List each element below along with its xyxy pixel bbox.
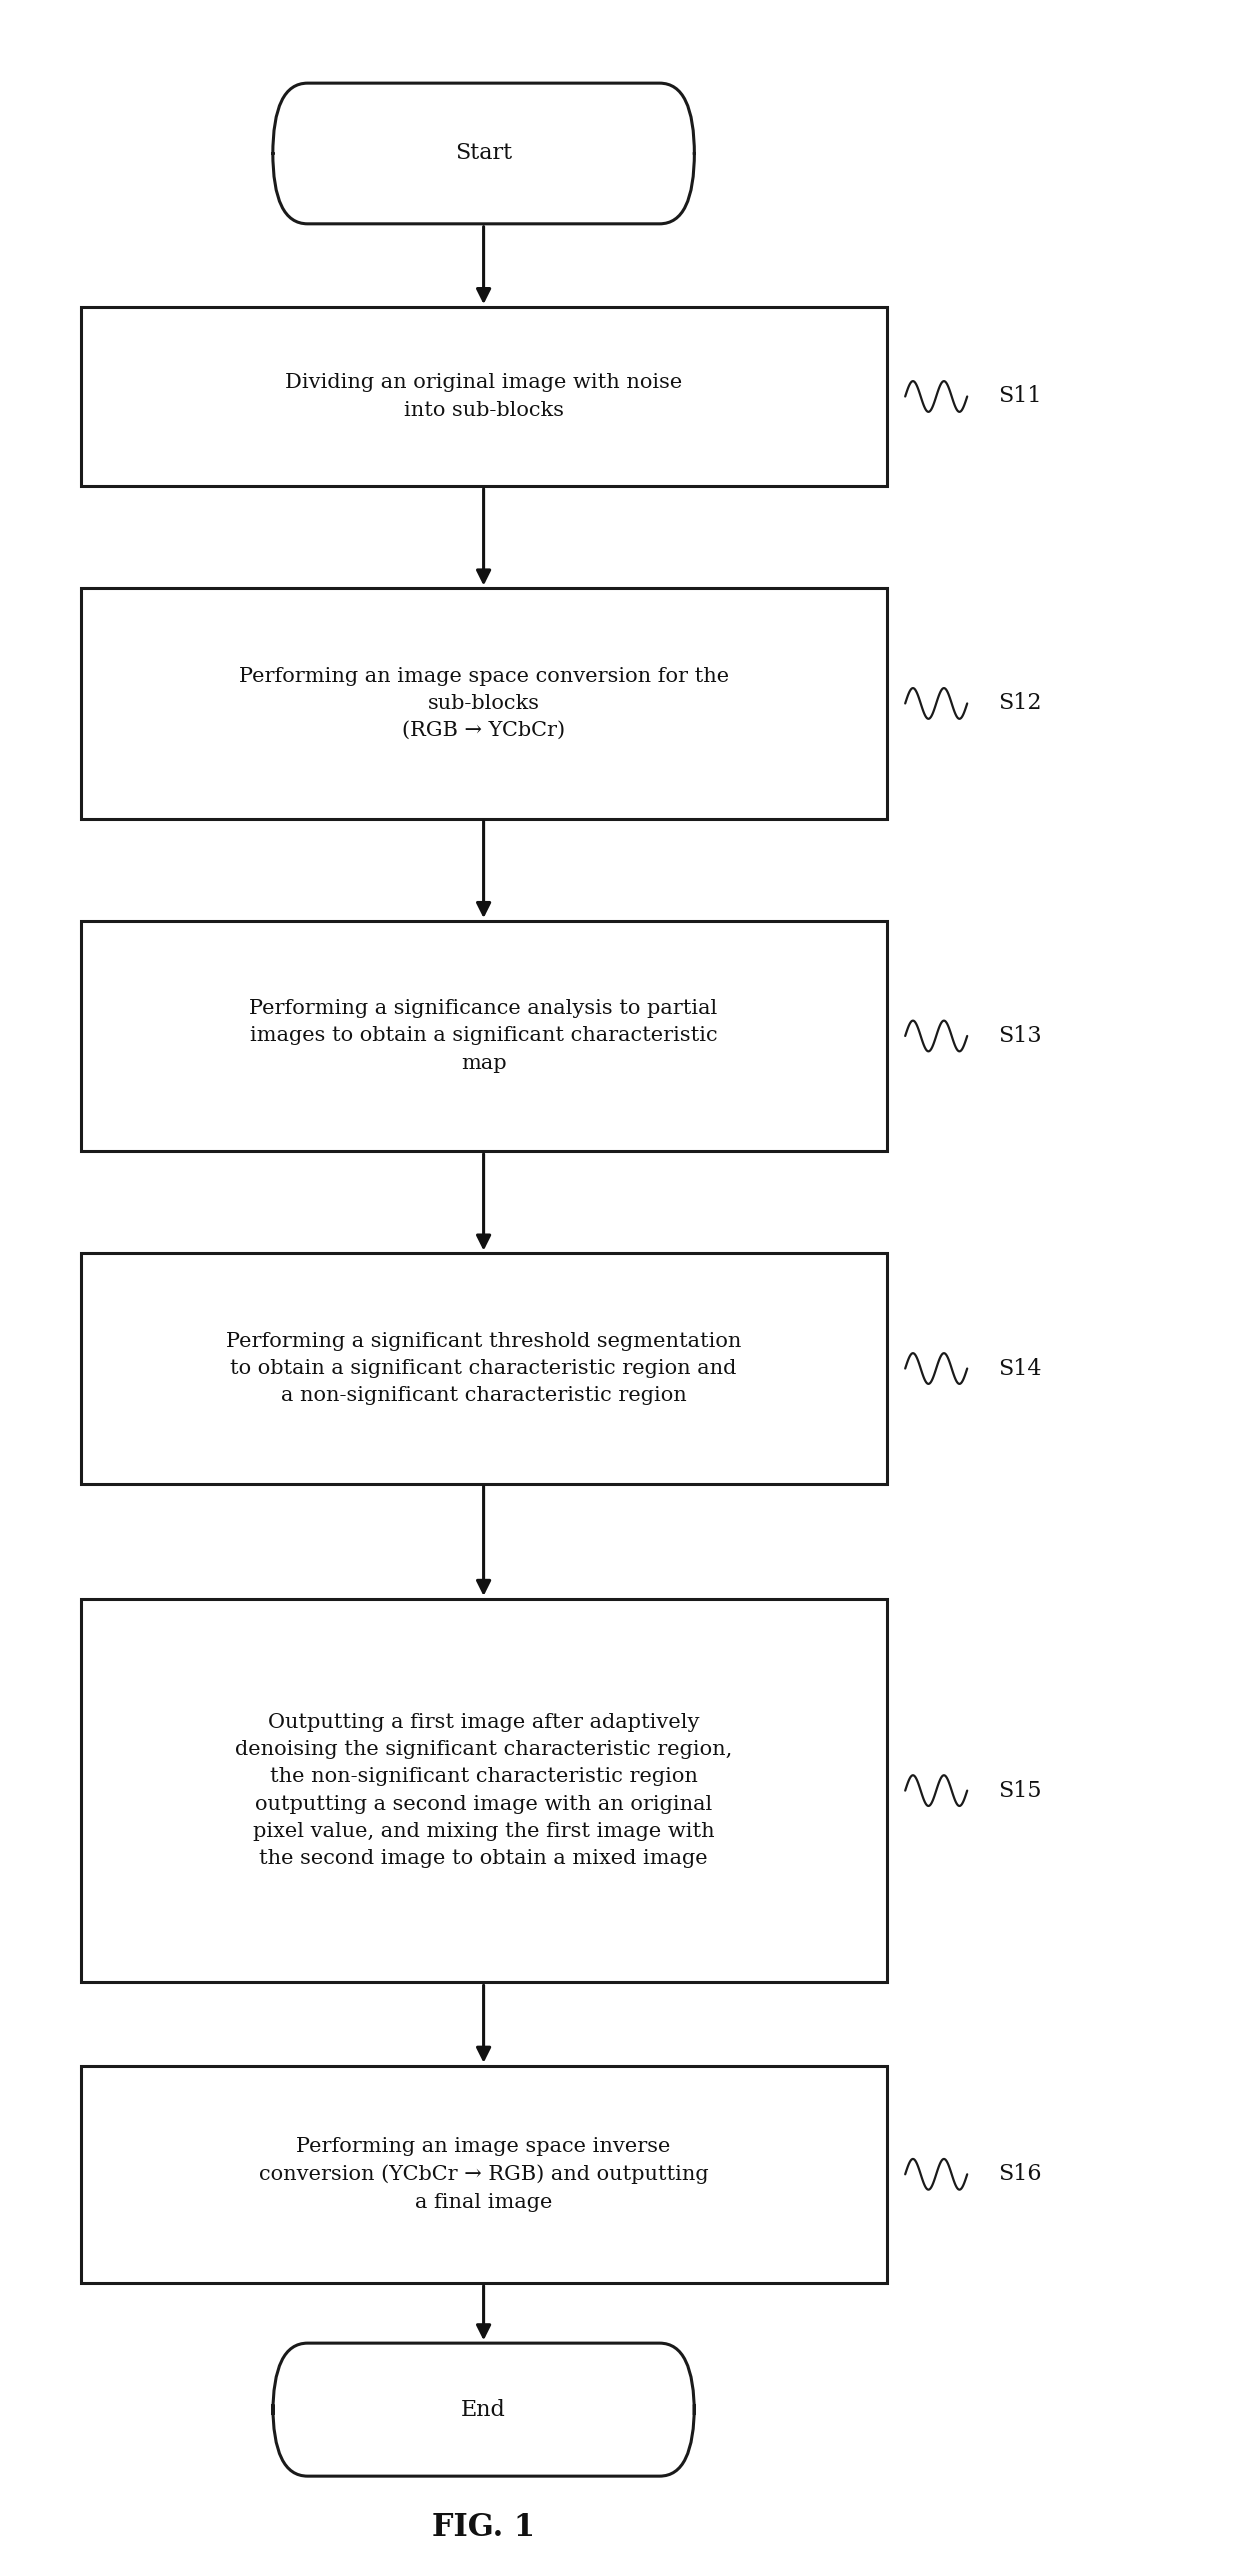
Bar <box>81 921 887 1151</box>
Text: S15: S15 <box>998 1780 1042 1801</box>
Bar <box>81 588 887 819</box>
Text: Performing an image space inverse
conversion (YCbCr → RGB) and outputting
a fina: Performing an image space inverse conver… <box>259 2136 708 2213</box>
Text: Performing a significance analysis to partial
images to obtain a significant cha: Performing a significance analysis to pa… <box>249 1000 718 1072</box>
Bar <box>81 307 887 486</box>
Text: S16: S16 <box>998 2164 1042 2185</box>
Text: Dividing an original image with noise
into sub-blocks: Dividing an original image with noise in… <box>285 373 682 420</box>
Text: S12: S12 <box>998 693 1042 714</box>
Text: S11: S11 <box>998 386 1042 407</box>
Text: S13: S13 <box>998 1026 1042 1046</box>
Text: Start: Start <box>455 143 512 164</box>
FancyBboxPatch shape <box>273 2343 694 2476</box>
Bar <box>81 1599 887 1982</box>
Text: Performing a significant threshold segmentation
to obtain a significant characte: Performing a significant threshold segme… <box>226 1333 742 1404</box>
Text: End: End <box>461 2399 506 2420</box>
FancyBboxPatch shape <box>273 82 694 225</box>
Text: FIG. 1: FIG. 1 <box>432 2512 536 2543</box>
Text: Performing an image space conversion for the
sub-blocks
(RGB → YCbCr): Performing an image space conversion for… <box>238 668 729 739</box>
Text: Outputting a first image after adaptively
denoising the significant characterist: Outputting a first image after adaptivel… <box>234 1714 733 1867</box>
Bar <box>81 2067 887 2284</box>
Bar <box>81 1253 887 1484</box>
Text: S14: S14 <box>998 1358 1042 1379</box>
